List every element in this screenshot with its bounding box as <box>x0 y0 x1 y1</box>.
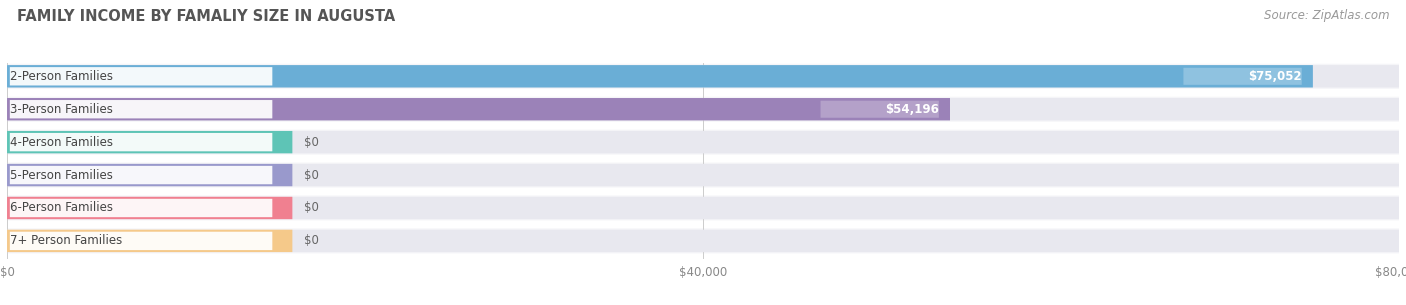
FancyBboxPatch shape <box>7 230 1399 252</box>
Text: 6-Person Families: 6-Person Families <box>10 202 112 214</box>
FancyBboxPatch shape <box>7 164 292 186</box>
Text: $0: $0 <box>304 169 318 181</box>
FancyBboxPatch shape <box>7 98 950 120</box>
FancyBboxPatch shape <box>6 228 1400 253</box>
FancyBboxPatch shape <box>7 98 1399 120</box>
FancyBboxPatch shape <box>10 100 273 118</box>
FancyBboxPatch shape <box>10 166 273 184</box>
FancyBboxPatch shape <box>7 230 292 252</box>
FancyBboxPatch shape <box>7 65 1399 88</box>
FancyBboxPatch shape <box>6 130 1400 155</box>
FancyBboxPatch shape <box>10 199 273 217</box>
FancyBboxPatch shape <box>10 232 273 250</box>
Text: $75,052: $75,052 <box>1249 70 1302 83</box>
FancyBboxPatch shape <box>10 67 273 85</box>
FancyBboxPatch shape <box>6 163 1400 188</box>
Text: $0: $0 <box>304 202 318 214</box>
Text: $54,196: $54,196 <box>884 103 939 116</box>
FancyBboxPatch shape <box>821 101 939 118</box>
FancyBboxPatch shape <box>7 164 1399 186</box>
Text: 7+ Person Families: 7+ Person Families <box>10 235 122 247</box>
FancyBboxPatch shape <box>7 197 1399 219</box>
FancyBboxPatch shape <box>1184 68 1302 85</box>
Text: Source: ZipAtlas.com: Source: ZipAtlas.com <box>1264 9 1389 22</box>
FancyBboxPatch shape <box>7 131 292 153</box>
Text: $0: $0 <box>304 136 318 149</box>
Text: $0: $0 <box>304 235 318 247</box>
FancyBboxPatch shape <box>6 97 1400 122</box>
FancyBboxPatch shape <box>7 131 1399 153</box>
Text: 5-Person Families: 5-Person Families <box>10 169 112 181</box>
FancyBboxPatch shape <box>6 196 1400 221</box>
Text: 4-Person Families: 4-Person Families <box>10 136 112 149</box>
Text: FAMILY INCOME BY FAMALIY SIZE IN AUGUSTA: FAMILY INCOME BY FAMALIY SIZE IN AUGUSTA <box>17 9 395 24</box>
FancyBboxPatch shape <box>6 64 1400 89</box>
Text: 3-Person Families: 3-Person Families <box>10 103 112 116</box>
FancyBboxPatch shape <box>7 197 292 219</box>
FancyBboxPatch shape <box>7 65 1313 88</box>
Text: 2-Person Families: 2-Person Families <box>10 70 112 83</box>
FancyBboxPatch shape <box>10 133 273 151</box>
